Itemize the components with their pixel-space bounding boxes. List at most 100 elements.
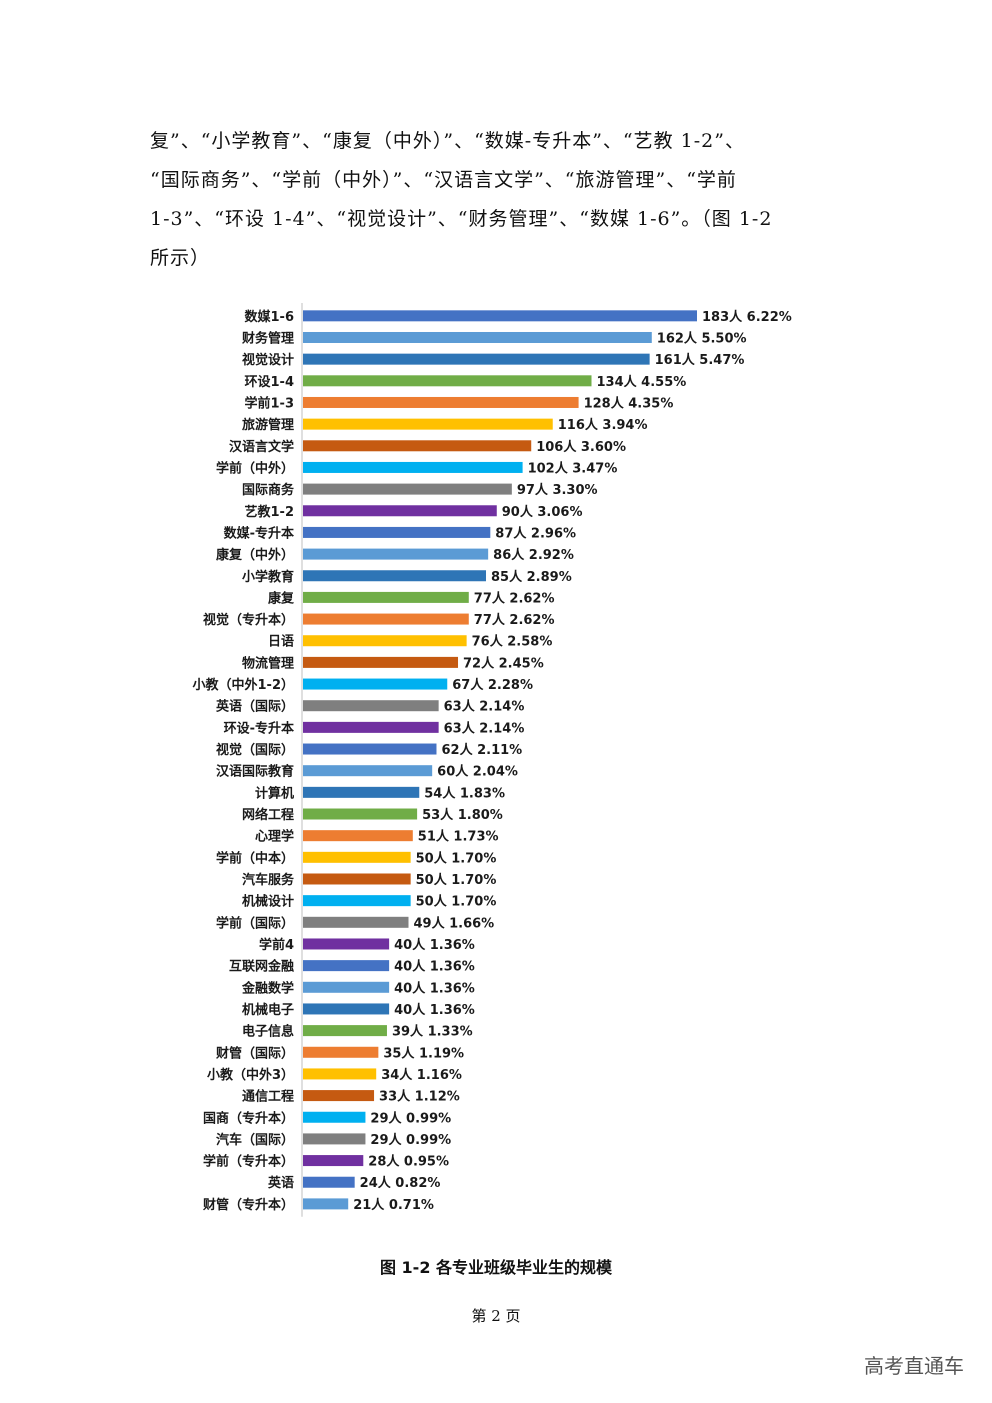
category-label: 汉语言文学 xyxy=(229,439,294,455)
data-label: 39人 1.33% xyxy=(392,1024,473,1040)
category-label: 汽车（国际） xyxy=(216,1132,294,1148)
data-label: 40人 1.36% xyxy=(394,980,475,996)
category-label: 机械电子 xyxy=(242,1002,294,1018)
data-label: 86人 2.92% xyxy=(493,547,574,563)
category-label: 小教（中外3） xyxy=(207,1067,294,1083)
data-label: 162人 5.50% xyxy=(657,330,747,346)
category-label: 艺教1-2 xyxy=(245,504,295,520)
category-label: 环设1-4 xyxy=(245,375,295,390)
bar xyxy=(303,678,448,690)
data-label: 90人 3.06% xyxy=(502,504,583,520)
category-label: 学前（中外） xyxy=(216,460,294,476)
data-label: 183人 6.22% xyxy=(702,309,792,325)
bar xyxy=(303,830,413,842)
bar xyxy=(303,526,491,538)
category-label: 互联网金融 xyxy=(229,959,294,975)
data-label: 50人 1.70% xyxy=(416,872,497,888)
data-label: 106人 3.60% xyxy=(536,439,626,455)
bar xyxy=(303,461,523,473)
bar xyxy=(303,505,497,517)
bar xyxy=(303,743,437,755)
category-label: 数媒1-6 xyxy=(245,309,295,325)
category-label: 网络工程 xyxy=(242,807,294,823)
page-number: 第 2 页 xyxy=(471,1307,521,1325)
bar xyxy=(303,375,592,387)
bar xyxy=(303,916,409,928)
data-label: 29人 0.99% xyxy=(370,1132,451,1148)
category-label: 小教（中外1-2） xyxy=(193,677,295,693)
category-label: 日语 xyxy=(268,635,294,650)
category-label: 视觉（专升本） xyxy=(203,612,294,628)
category-label: 财管（国际） xyxy=(216,1045,294,1061)
paragraph-line: 1-3”、“环设 1-4”、“视觉设计”、“财务管理”、“数媒 1-6”。（图 … xyxy=(150,208,773,230)
data-label: 29人 0.99% xyxy=(370,1110,451,1126)
bar xyxy=(303,981,390,993)
bar xyxy=(303,786,420,798)
bar xyxy=(303,418,553,430)
data-label: 102人 3.47% xyxy=(528,460,618,476)
category-label: 学前（中本） xyxy=(216,850,294,866)
bar xyxy=(303,331,652,343)
data-label: 60人 2.04% xyxy=(437,764,518,780)
bar-chart: 数媒1-6 183人 6.22% 财务管理 162人 5.50% 视觉设计 161人 5.… xyxy=(193,303,792,1217)
data-label: 63人 2.14% xyxy=(444,699,525,715)
data-label: 116人 3.94% xyxy=(558,417,648,433)
bar xyxy=(303,960,390,972)
bar xyxy=(303,353,650,365)
paragraph-line: 所示） xyxy=(150,247,211,269)
watermark-text: 高考直通车 xyxy=(864,1354,964,1378)
bar xyxy=(303,1025,387,1037)
data-label: 67人 2.28% xyxy=(452,677,533,693)
bar xyxy=(303,1155,364,1167)
data-label: 49人 1.66% xyxy=(413,915,494,931)
data-label: 77人 2.62% xyxy=(474,612,555,628)
bar xyxy=(303,483,512,495)
data-label: 24人 0.82% xyxy=(360,1175,441,1191)
bar xyxy=(303,873,411,885)
paragraph-line: “国际商务”、“学前（中外）”、“汉语言文学”、“旅游管理”、“学前 xyxy=(150,169,737,191)
data-label: 72人 2.45% xyxy=(463,655,544,671)
data-label: 40人 1.36% xyxy=(394,959,475,975)
bar xyxy=(303,1046,379,1058)
category-label: 心理学 xyxy=(255,829,294,845)
bar xyxy=(303,310,697,322)
bar xyxy=(303,396,579,408)
category-label: 财管（专升本） xyxy=(203,1197,294,1213)
bar xyxy=(303,440,532,452)
bar xyxy=(303,1003,390,1015)
bar xyxy=(303,1090,375,1102)
data-label: 134人 4.55% xyxy=(597,374,687,390)
category-label: 国商（专升本） xyxy=(203,1110,294,1126)
category-label: 数媒-专升本 xyxy=(224,525,294,541)
bar xyxy=(303,1068,377,1080)
category-label: 机械设计 xyxy=(242,894,294,910)
category-label: 通信工程 xyxy=(242,1089,294,1105)
data-label: 77人 2.62% xyxy=(474,590,555,606)
bar xyxy=(303,721,439,733)
bar xyxy=(303,1111,366,1123)
data-label: 34人 1.16% xyxy=(381,1067,462,1083)
data-label: 35人 1.19% xyxy=(383,1045,464,1061)
category-label: 小学教育 xyxy=(242,569,294,585)
data-label: 50人 1.70% xyxy=(416,894,497,910)
bar xyxy=(303,700,439,712)
bar xyxy=(303,591,469,603)
category-label: 财务管理 xyxy=(242,330,294,346)
category-label: 康复 xyxy=(268,590,295,606)
category-label: 汽车服务 xyxy=(242,872,295,888)
category-label: 计算机 xyxy=(255,785,294,801)
data-label: 40人 1.36% xyxy=(394,937,475,953)
category-label: 学前（国际） xyxy=(216,915,294,931)
figure-caption: 图 1-2 各专业班级毕业生的规模 xyxy=(379,1258,613,1277)
data-label: 53人 1.80% xyxy=(422,807,503,823)
data-label: 40人 1.36% xyxy=(394,1002,475,1018)
category-label: 视觉（国际） xyxy=(216,742,294,758)
bar xyxy=(303,938,390,950)
category-label: 汉语国际教育 xyxy=(216,764,294,780)
intro-paragraph: 复”、“小学教育”、“康复（中外）”、“数媒-专升本”、“艺教 1-2”、 “国… xyxy=(150,122,850,278)
data-label: 87人 2.96% xyxy=(495,525,576,541)
category-label: 金融数学 xyxy=(241,980,294,996)
category-label: 电子信息 xyxy=(242,1024,294,1040)
data-label: 50人 1.70% xyxy=(416,850,497,866)
category-label: 旅游管理 xyxy=(242,417,294,433)
